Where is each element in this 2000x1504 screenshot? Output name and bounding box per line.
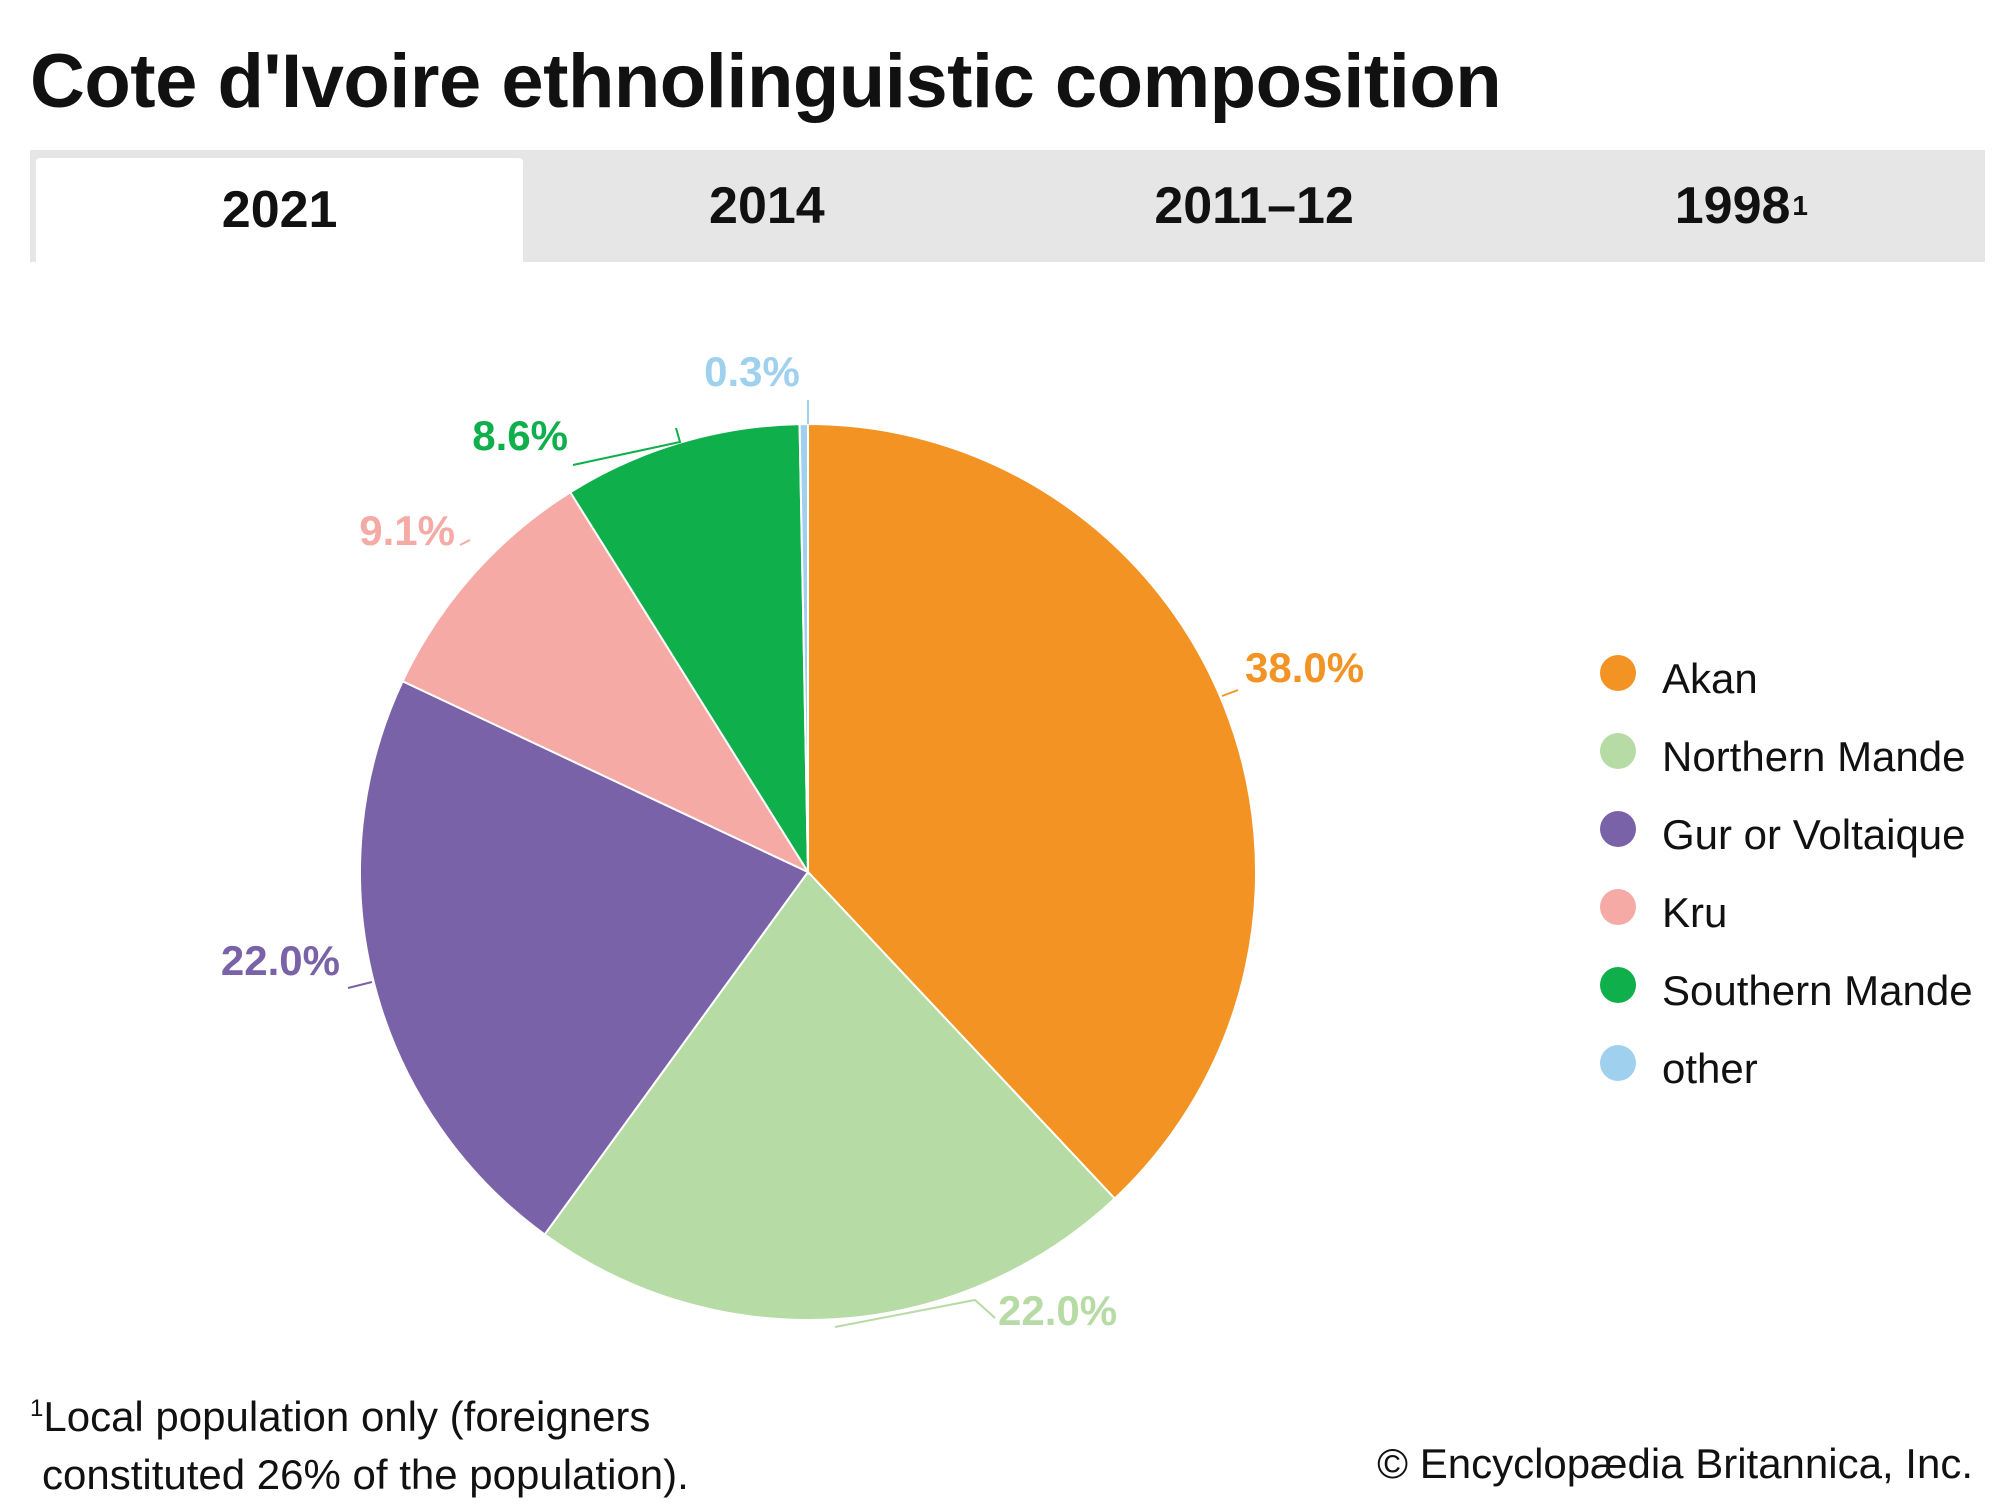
data-label: 8.6%: [472, 412, 568, 459]
data-label: 9.1%: [359, 507, 455, 554]
legend-item-akan: Akan: [1600, 640, 1973, 718]
leader-line: [834, 1298, 996, 1328]
legend-item-other: other: [1600, 1030, 1973, 1108]
legend-label: Northern Mande: [1662, 733, 1966, 780]
pie-slice-kru: [401, 490, 811, 875]
data-label: 38.0%: [1245, 644, 1364, 691]
legend-label: Akan: [1662, 655, 1758, 702]
legend-item-southern-mande: Southern Mande: [1600, 952, 1973, 1030]
tab-2011-12[interactable]: 2011–12: [1011, 150, 1498, 262]
legend-swatch: [1600, 889, 1636, 925]
tab-2021[interactable]: 2021: [36, 158, 524, 262]
legend: Akan Northern Mande Gur or Voltaique Kru…: [1600, 640, 1973, 1108]
footnote-marker: 1: [30, 1395, 44, 1422]
legend-label: Kru: [1662, 889, 1728, 936]
legend-swatch: [1600, 811, 1636, 847]
tab-label: 2014: [709, 177, 825, 235]
tab-label: 2011–12: [1154, 177, 1354, 235]
leader-line: [572, 427, 682, 466]
chart-title: Cote d'Ivoire ethnolinguistic compositio…: [30, 39, 1502, 124]
pie-slice-northern-mande: [543, 870, 1117, 1321]
leader-line: [347, 981, 373, 989]
tab-2014[interactable]: 2014: [523, 150, 1010, 262]
legend-item-kru: Kru: [1600, 874, 1973, 952]
legend-label: other: [1662, 1045, 1758, 1092]
legend-swatch: [1600, 967, 1636, 1003]
leader-line: [1221, 689, 1239, 697]
tab-1998[interactable]: 1998 1: [1674, 177, 1808, 235]
tab-label: 2021: [221, 181, 338, 239]
data-label: 22.0%: [998, 1287, 1117, 1334]
legend-label: Gur or Voltaique: [1662, 811, 1966, 858]
legend-item-northern-mande: Northern Mande: [1600, 718, 1973, 796]
legend-swatch: [1600, 655, 1636, 691]
footnote-line-2: constituted 26% of the population).: [42, 1451, 689, 1498]
footnote: 1Local population only (foreigners const…: [30, 1388, 689, 1504]
legend-label: Southern Mande: [1662, 967, 1973, 1014]
legend-item-gur: Gur or Voltaique: [1600, 796, 1973, 874]
footnote-text-1: Local population only (foreigners: [43, 1393, 651, 1440]
data-label: 0.3%: [704, 348, 800, 395]
tab-label: 1998: [1674, 177, 1791, 235]
legend-swatch: [1600, 733, 1636, 769]
copyright: © Encyclopædia Britannica, Inc.: [1377, 1440, 1973, 1487]
footnote-line-1: 1Local population only (foreigners: [30, 1388, 689, 1446]
leader-line: [459, 539, 471, 546]
legend-swatch: [1600, 1045, 1636, 1081]
year-tabs: 2021 2014 2011–12 1998 1: [30, 150, 1985, 262]
data-label: 22.0%: [221, 937, 340, 984]
pie-slice-akan: [807, 422, 1257, 1200]
